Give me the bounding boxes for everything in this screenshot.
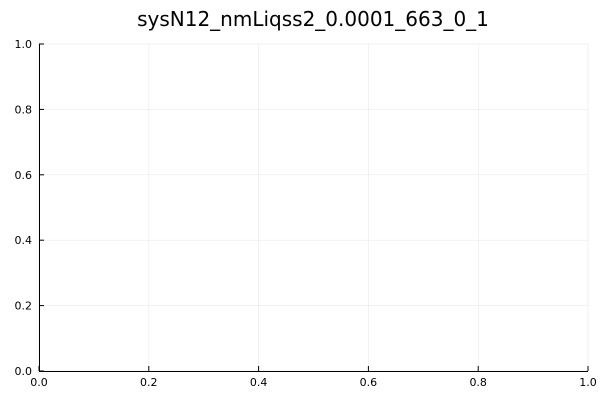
y-tick-label: 0.8 <box>15 103 33 116</box>
y-tick-label: 1.0 <box>15 38 33 51</box>
grid <box>38 43 589 372</box>
chart-title: sysN12_nmLiqss2_0.0001_663_0_1 <box>137 7 489 31</box>
y-tick-label: 0.6 <box>15 169 33 182</box>
axes <box>39 44 588 372</box>
x-tick-label: 0.2 <box>140 376 158 389</box>
x-tick-label: 0.8 <box>469 376 487 389</box>
x-tick-label: 0.6 <box>360 376 378 389</box>
y-tick-label: 0.0 <box>15 365 33 378</box>
x-tick-label: 0.0 <box>30 376 48 389</box>
x-tick-label: 1.0 <box>579 376 597 389</box>
y-tick-label: 0.2 <box>15 300 33 313</box>
x-tick-label: 0.4 <box>250 376 268 389</box>
ticks: 0.0 0.2 0.4 0.6 0.8 1.0 0.0 0.2 0.4 0.6 0.8 1.0 <box>15 38 597 389</box>
y-tick-label: 0.4 <box>15 234 33 247</box>
